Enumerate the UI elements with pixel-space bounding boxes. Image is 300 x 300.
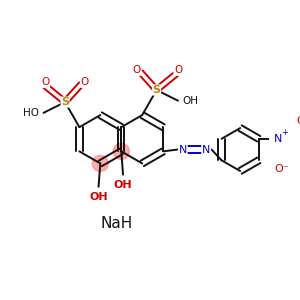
- Text: S: S: [152, 85, 160, 95]
- Text: O: O: [133, 65, 141, 75]
- Text: O: O: [174, 65, 182, 75]
- Text: NaH: NaH: [100, 216, 133, 231]
- Text: O⁻: O⁻: [275, 164, 290, 174]
- Text: OH: OH: [114, 180, 132, 190]
- Text: OH: OH: [89, 193, 108, 202]
- Text: +: +: [281, 128, 288, 137]
- Text: O: O: [81, 77, 89, 87]
- Text: O: O: [296, 116, 300, 126]
- Circle shape: [92, 155, 108, 172]
- Text: N: N: [179, 145, 187, 154]
- Text: O: O: [41, 77, 50, 87]
- Circle shape: [113, 143, 129, 159]
- Text: HO: HO: [23, 108, 39, 118]
- Text: S: S: [61, 97, 69, 107]
- Text: N: N: [274, 134, 283, 144]
- Text: N: N: [202, 145, 210, 154]
- Text: OH: OH: [183, 96, 199, 106]
